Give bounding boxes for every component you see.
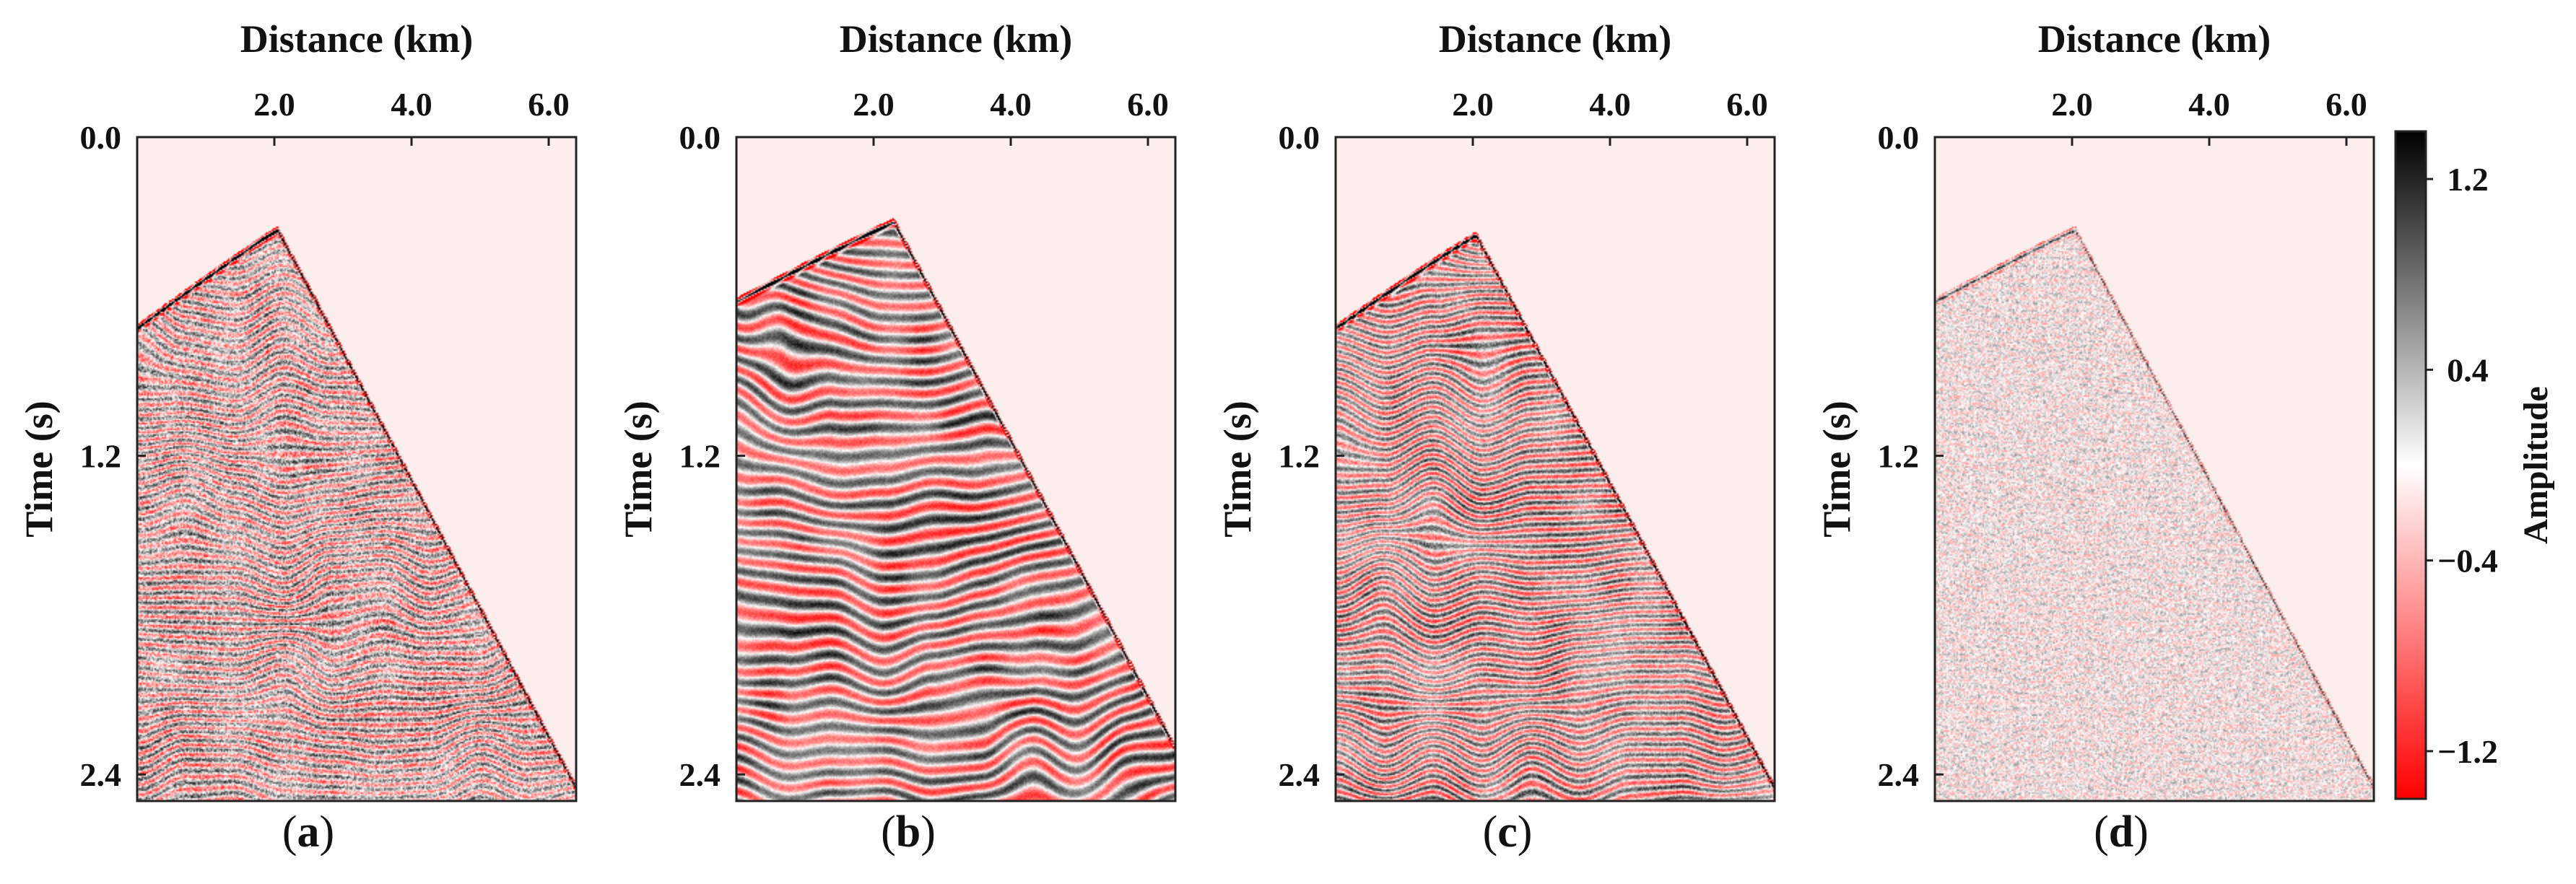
colorbar-tick-label-1: 0.4 [2447, 351, 2489, 388]
gather-image-b [736, 137, 1175, 801]
x-tick-label-b-1: 4.0 [990, 86, 1032, 123]
x-tick-label-c-1: 4.0 [1589, 86, 1631, 123]
y-axis-title-a: Time (s) [17, 401, 61, 537]
x-axis-title-a: Distance (km) [240, 17, 473, 61]
panel-label-c: (c) [1482, 808, 1533, 857]
y-axis-title-b: Time (s) [617, 401, 660, 537]
x-tick-label-b-0: 2.0 [853, 86, 895, 123]
x-axis-title-d: Distance (km) [2038, 17, 2271, 61]
y-tick-label-b-1: 1.2 [679, 438, 721, 475]
plot-frame-c [1334, 136, 1776, 802]
x-tick-label-a-1: 4.0 [391, 86, 432, 123]
y-tick-label-b-0: 0.0 [679, 119, 721, 156]
panel-b: 2.0 4.0 6.0 0.0 1.2 2.4 Distance (km) Time (s) [617, 17, 1177, 802]
plot-frame-a [136, 136, 578, 802]
panel-label-a: (a) [282, 808, 335, 857]
colorbar-title: Amplitude [2517, 386, 2555, 544]
colorbar-tick-label-3: −1.2 [2437, 733, 2498, 770]
x-tick-label-b-2: 6.0 [1127, 86, 1169, 123]
colorbar-tick-label-2: −0.4 [2437, 543, 2498, 579]
y-tick-label-d-1: 1.2 [1878, 438, 1920, 475]
colorbar: 1.2 0.4 −0.4 −1.2 Amplitude [2394, 130, 2555, 800]
x-tick-label-c-0: 2.0 [1452, 86, 1494, 123]
gather-image-d [1935, 137, 2374, 801]
x-axis-title-c: Distance (km) [1439, 17, 1671, 61]
x-tick-label-a-0: 2.0 [253, 86, 295, 123]
x-tick-label-d-1: 4.0 [2188, 86, 2230, 123]
y-tick-label-c-0: 0.0 [1279, 119, 1320, 156]
y-tick-label-a-0: 0.0 [80, 119, 122, 156]
panel-d: 2.0 4.0 6.0 0.0 1.2 2.4 Distance (km) Time (s) [1815, 17, 2375, 802]
x-tick-label-d-0: 2.0 [2051, 86, 2093, 123]
plot-frame-d [1933, 136, 2375, 802]
plot-frame-b [735, 136, 1177, 802]
x-tick-label-a-2: 6.0 [528, 86, 570, 123]
y-tick-label-d-2: 2.4 [1878, 756, 1920, 793]
gather-image-a [137, 137, 576, 801]
y-tick-label-b-2: 2.4 [679, 756, 721, 793]
x-axis-title-b: Distance (km) [840, 17, 1072, 61]
colorbar-tick-label-0: 1.2 [2447, 161, 2489, 198]
panel-label-d: (d) [2094, 808, 2149, 857]
y-tick-label-a-2: 2.4 [80, 756, 122, 793]
y-tick-label-c-2: 2.4 [1279, 756, 1320, 793]
y-tick-label-c-1: 1.2 [1279, 438, 1320, 475]
x-tick-label-c-2: 6.0 [1726, 86, 1768, 123]
gather-image-c [1336, 137, 1775, 801]
panel-a: 2.0 4.0 6.0 0.0 1.2 2.4 Distance (km) Time (s) [17, 17, 578, 802]
panel-c: 2.0 4.0 6.0 0.0 1.2 2.4 Distance (km) Time (s) [1216, 17, 1776, 802]
y-axis-title-d: Time (s) [1815, 401, 1858, 537]
y-axis-title-c: Time (s) [1216, 401, 1259, 537]
panel-label-b: (b) [881, 808, 936, 857]
colorbar-bar [2394, 130, 2427, 800]
y-tick-label-a-1: 1.2 [80, 438, 122, 475]
y-tick-label-d-0: 0.0 [1878, 119, 1920, 156]
x-tick-label-d-2: 6.0 [2325, 86, 2367, 123]
